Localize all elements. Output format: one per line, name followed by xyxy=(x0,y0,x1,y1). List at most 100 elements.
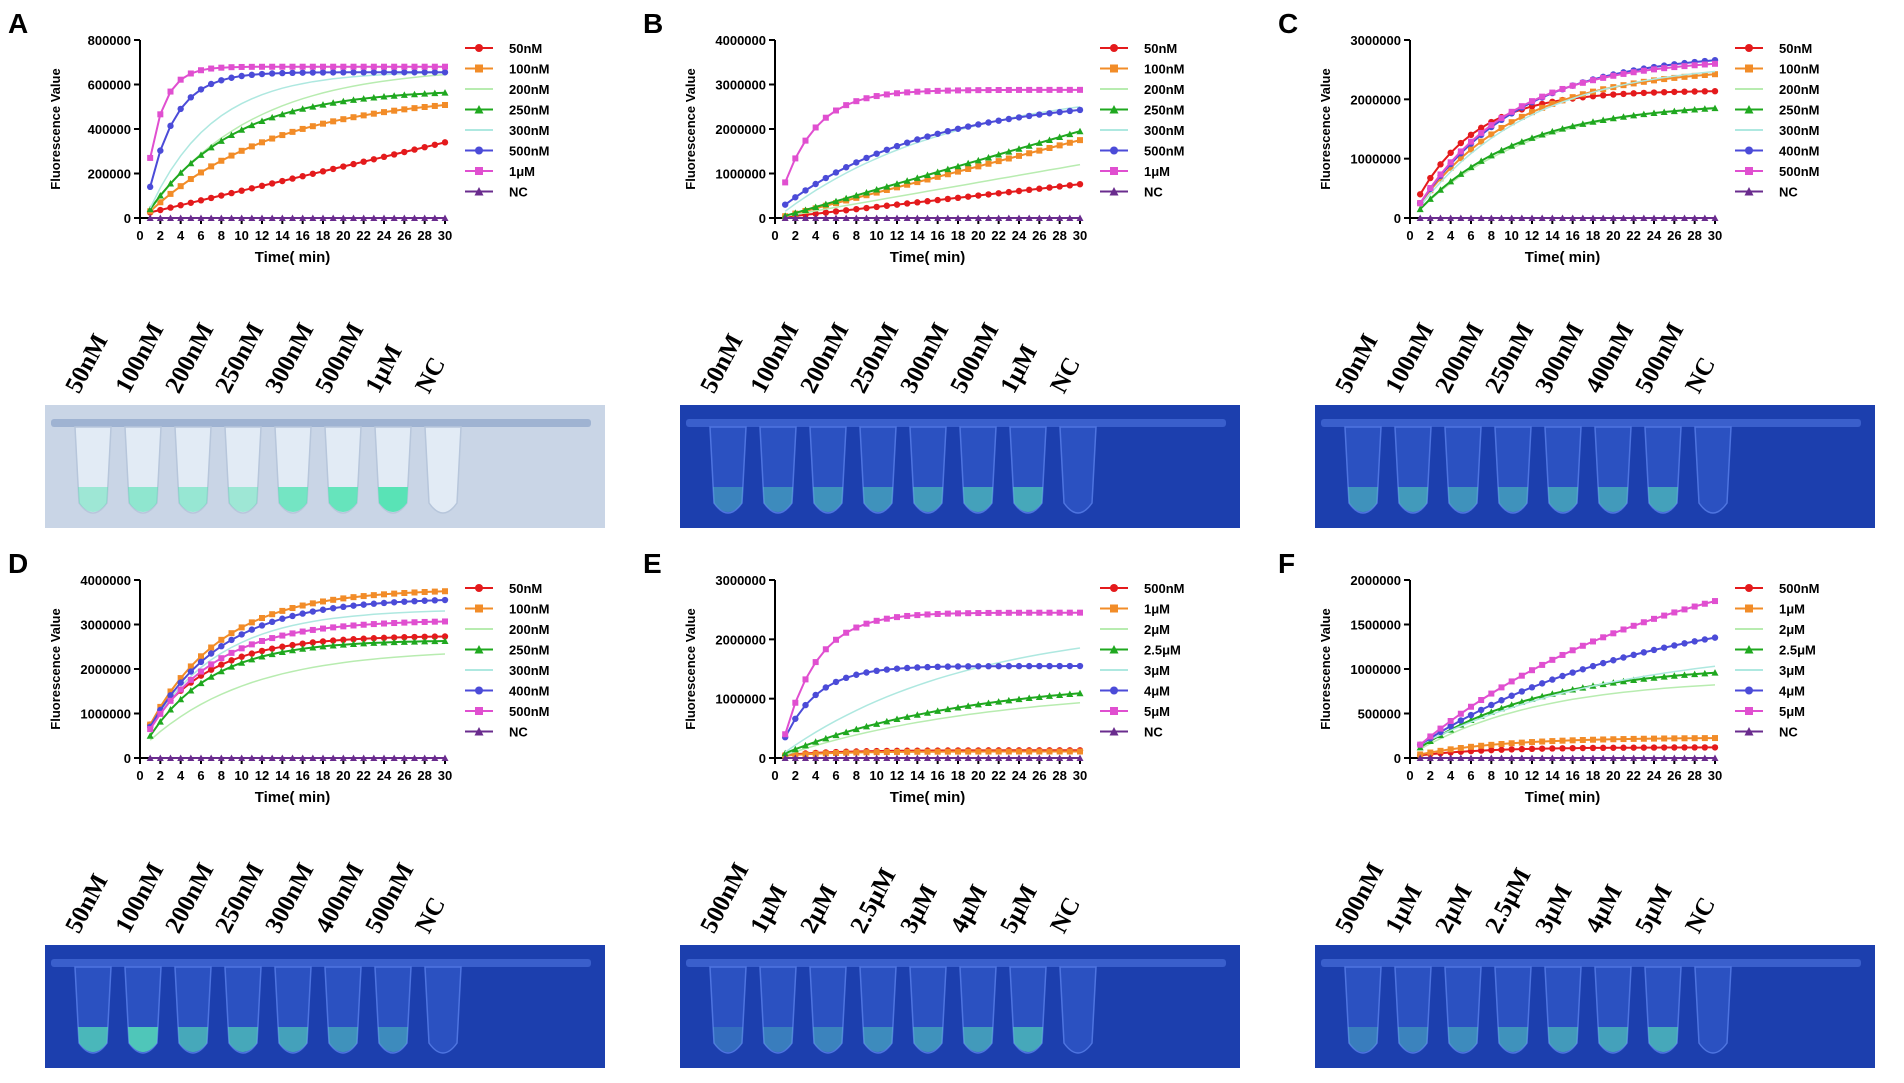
x-tick-label: 28 xyxy=(1687,768,1701,783)
x-tick-label: 28 xyxy=(417,768,431,783)
data-point xyxy=(177,169,185,176)
data-point xyxy=(1005,662,1013,670)
y-tick-label: 500000 xyxy=(1358,707,1401,722)
data-point xyxy=(1609,214,1617,221)
data-point xyxy=(1681,735,1688,742)
data-point xyxy=(913,711,921,718)
data-point xyxy=(985,754,992,761)
data-point xyxy=(944,754,952,761)
tube-liquid xyxy=(78,487,108,512)
data-point xyxy=(259,139,265,146)
data-point xyxy=(1498,115,1505,122)
legend-marker xyxy=(1109,105,1119,114)
panel-letter: C xyxy=(1278,8,1299,39)
data-point xyxy=(1025,142,1033,149)
x-tick-label: 24 xyxy=(377,228,392,243)
data-point xyxy=(1630,622,1637,629)
data-point xyxy=(1477,214,1485,221)
data-point xyxy=(853,98,860,105)
data-point xyxy=(1681,744,1688,751)
tube xyxy=(1444,426,1482,514)
data-point xyxy=(167,88,174,95)
x-tick-label: 14 xyxy=(910,228,925,243)
data-point xyxy=(390,69,398,76)
data-point xyxy=(187,70,194,77)
data-point xyxy=(401,106,408,113)
x-tick-label: 8 xyxy=(218,768,225,783)
data-point xyxy=(1660,744,1668,751)
data-point xyxy=(934,707,942,714)
data-point xyxy=(1488,741,1495,748)
data-point xyxy=(1457,148,1464,155)
data-point xyxy=(1630,90,1637,97)
data-point xyxy=(1005,748,1012,755)
data-point xyxy=(1437,186,1444,193)
data-point xyxy=(1671,88,1678,96)
data-point xyxy=(1599,92,1607,99)
data-point xyxy=(1026,86,1033,93)
series-line xyxy=(1419,90,1716,195)
data-point xyxy=(1548,214,1556,221)
data-point xyxy=(1620,90,1627,98)
tube-liquid xyxy=(1648,1027,1678,1052)
tube-label: 500nM xyxy=(695,858,755,938)
data-point xyxy=(974,700,982,708)
data-point xyxy=(842,754,850,761)
data-point xyxy=(1640,649,1648,656)
data-point xyxy=(360,601,367,608)
data-point xyxy=(390,92,398,99)
data-point xyxy=(1620,754,1627,761)
data-point xyxy=(329,69,337,76)
data-point xyxy=(289,128,296,135)
data-point xyxy=(289,612,296,620)
data-point xyxy=(924,88,931,95)
data-point xyxy=(1005,754,1013,761)
x-tick-label: 14 xyxy=(1545,228,1560,243)
data-point xyxy=(914,748,921,755)
data-point xyxy=(217,137,225,144)
y-tick-label: 1000000 xyxy=(715,692,766,707)
data-point xyxy=(1609,754,1617,761)
data-point xyxy=(883,717,891,725)
data-point xyxy=(1671,642,1678,649)
x-tick-label: 30 xyxy=(438,768,452,783)
data-point xyxy=(1681,640,1688,647)
data-point xyxy=(258,647,266,655)
data-point xyxy=(248,655,256,663)
data-point xyxy=(812,754,820,761)
data-point xyxy=(812,180,819,188)
data-point xyxy=(1711,214,1719,221)
data-point xyxy=(802,676,809,683)
data-point xyxy=(1538,130,1546,138)
x-tick-label: 16 xyxy=(1565,768,1579,783)
data-point xyxy=(883,91,890,98)
tube xyxy=(1694,426,1732,514)
data-point xyxy=(853,671,860,678)
data-point xyxy=(400,638,408,645)
tube-label: 3μM xyxy=(1530,880,1578,938)
data-point xyxy=(1670,754,1678,761)
data-point xyxy=(914,88,921,95)
data-point xyxy=(198,67,204,74)
tube-label: 5μM xyxy=(995,880,1043,938)
legend-marker xyxy=(1110,604,1118,613)
data-point xyxy=(401,619,408,626)
tube-liquid xyxy=(328,487,358,512)
data-point xyxy=(207,673,215,680)
data-point xyxy=(1056,183,1063,190)
legend-label: 2.5μM xyxy=(1779,643,1816,658)
data-point xyxy=(1548,127,1556,135)
data-point xyxy=(1620,626,1627,633)
legend-marker xyxy=(1745,707,1753,715)
data-point xyxy=(1671,744,1678,751)
data-point xyxy=(340,603,347,611)
data-point xyxy=(1559,85,1566,92)
data-point xyxy=(350,63,357,70)
data-point xyxy=(791,745,799,753)
data-point xyxy=(1620,654,1627,661)
data-point xyxy=(370,754,378,761)
data-point xyxy=(289,630,296,637)
data-point xyxy=(320,63,326,70)
data-point xyxy=(1437,214,1444,221)
